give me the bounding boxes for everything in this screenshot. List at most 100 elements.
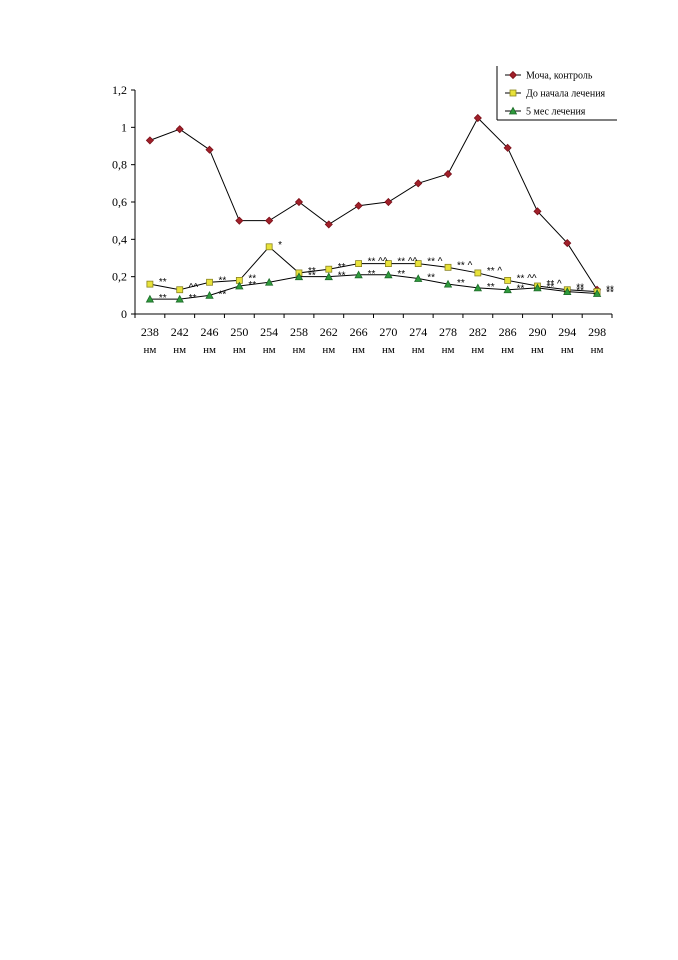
significance-annotation: ** (606, 285, 614, 296)
significance-annotation: ** (517, 284, 525, 295)
data-point (324, 272, 333, 281)
data-point (474, 269, 482, 277)
data-point (205, 290, 214, 299)
data-point (355, 260, 362, 268)
axes: 0 0,2 0,4 0,6 0,8 1 1,2 238 нм 242 нм 246 нм 250 нм 254… (112, 83, 613, 356)
significance-annotation: ** (248, 280, 256, 291)
series-line (149, 117, 598, 291)
data-point (473, 283, 483, 292)
data-point (508, 106, 518, 115)
data-point (444, 263, 452, 271)
x-tick-label: 250 (230, 325, 248, 339)
legend: Моча, контроль До начала лечения 5 мес леч… (496, 66, 617, 121)
x-tick-label: 238 (141, 325, 159, 339)
x-tick-unit: нм (352, 344, 365, 356)
data-point (503, 143, 512, 152)
x-tick-unit: нм (233, 344, 246, 356)
data-point (563, 239, 572, 248)
x-tick-label: 278 (439, 325, 457, 339)
significance-annotation: ** ^ (427, 257, 443, 268)
x-tick-label: 294 (558, 325, 576, 339)
data-point (235, 216, 244, 225)
y-tick-label: 0,6 (112, 195, 127, 209)
x-tick-label: 262 (320, 325, 338, 339)
x-tick-unit: нм (173, 344, 186, 356)
data-point (205, 145, 214, 154)
x-tick-label: 266 (350, 325, 368, 339)
data-point (324, 220, 333, 229)
significance-annotation: ** (606, 287, 614, 298)
significance-annotation: ** (338, 262, 346, 273)
series-line (149, 246, 598, 293)
x-tick-label: 246 (201, 325, 219, 339)
significance-annotation: ** (219, 275, 227, 286)
data-point (414, 179, 423, 188)
series-0 (145, 113, 602, 294)
significance-annotation: ** ^ (487, 266, 503, 277)
data-point (235, 281, 244, 290)
significance-annotation: ** (219, 289, 227, 300)
x-tick-unit: нм (442, 344, 455, 356)
x-tick-unit: нм (293, 344, 306, 356)
data-point (504, 276, 512, 284)
data-point (414, 274, 423, 282)
significance-annotation: ** (308, 271, 316, 282)
data-point (325, 265, 333, 273)
significance-annotation: ** (546, 282, 554, 293)
data-point (145, 294, 155, 303)
x-tick-unit: нм (591, 344, 604, 356)
significance-annotation: ** (457, 278, 465, 289)
data-point (385, 260, 392, 268)
data-point (264, 277, 274, 286)
series-1: **^^** ***** **** ^^ ** ^^ ** ^ ** ^** ^** ^^… (146, 240, 614, 296)
x-tick-unit: нм (382, 344, 395, 356)
data-point (265, 216, 274, 225)
x-tick-unit: нм (263, 344, 276, 356)
significance-annotation: ** (338, 271, 346, 282)
significance-annotation: ** (576, 286, 584, 297)
significance-annotation: ** (308, 266, 316, 277)
x-tick-label: 254 (260, 325, 278, 339)
series-2: ** ** ****** ** ** ** **** ** ** ** ** ** (145, 269, 614, 304)
data-point (503, 285, 512, 294)
y-tick-label: 0,4 (112, 232, 127, 246)
data-point (563, 287, 572, 296)
x-tick-label: 270 (379, 325, 397, 339)
significance-annotation: ** (248, 273, 256, 284)
y-tick-label: 1,2 (112, 83, 127, 97)
y-tick-label: 0,2 (112, 270, 127, 284)
data-point (175, 294, 184, 303)
x-tick-unit: нм (501, 344, 514, 356)
x-tick-label: 290 (528, 325, 546, 339)
data-point (146, 280, 154, 288)
data-point (443, 279, 453, 288)
significance-annotation: ** (159, 277, 167, 288)
y-tick-label: 0 (121, 307, 127, 321)
significance-annotation: ** (487, 282, 495, 293)
significance-annotation: ** (397, 269, 405, 280)
significance-annotation: ** ^ (457, 260, 473, 271)
significance-annotation: ** ^^ (368, 257, 388, 268)
data-point (384, 270, 393, 279)
data-point (354, 270, 363, 279)
data-point (533, 283, 542, 292)
x-tick-label: 286 (499, 325, 517, 339)
significance-annotation: ^^ (189, 283, 199, 294)
data-point (294, 272, 304, 281)
x-tick-label: 282 (469, 325, 487, 339)
data-point (176, 286, 184, 294)
significance-annotation: ** (159, 293, 167, 304)
data-point (509, 89, 517, 97)
x-tick-unit: нм (143, 344, 156, 356)
data-point (414, 260, 422, 268)
x-tick-unit: нм (203, 344, 216, 356)
x-tick-label: 298 (588, 325, 606, 339)
y-tick-label: 1 (121, 120, 127, 134)
x-tick-unit: нм (412, 344, 425, 356)
x-tick-unit: нм (561, 344, 574, 356)
legend-label: Моча, контроль (526, 71, 593, 82)
data-point (265, 243, 273, 251)
x-tick-unit: нм (531, 344, 544, 356)
data-point (592, 289, 602, 297)
